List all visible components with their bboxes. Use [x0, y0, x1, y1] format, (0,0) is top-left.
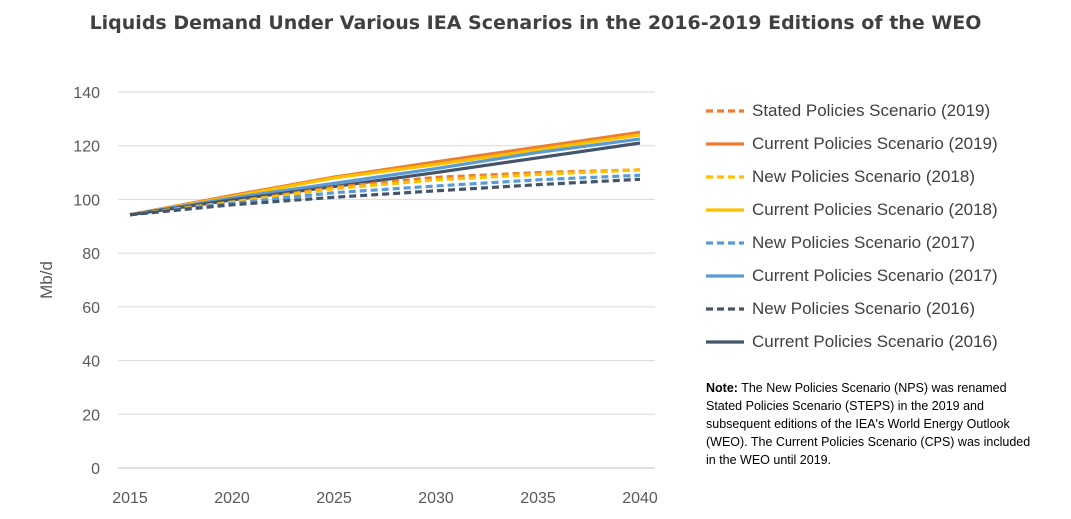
series-line — [129, 173, 641, 217]
legend-label: Current Policies Scenario (2017) — [752, 265, 998, 285]
legend-swatch — [706, 273, 744, 278]
legend-item: Current Policies Scenario (2018) — [704, 193, 1064, 226]
x-tick-label: 2020 — [214, 490, 250, 507]
x-tick-label: 2040 — [622, 490, 658, 507]
y-tick-label: 120 — [73, 139, 100, 156]
chart-title: Liquids Demand Under Various IEA Scenari… — [89, 12, 982, 34]
x-tick-label: 2030 — [418, 490, 454, 507]
legend-swatch — [706, 174, 744, 179]
series-line — [129, 177, 641, 217]
note: Note: The New Policies Scenario (NPS) wa… — [706, 379, 1041, 469]
x-tick-label: 2025 — [316, 490, 352, 507]
y-tick-label: 100 — [73, 192, 100, 209]
note-text: The New Policies Scenario (NPS) was rena… — [706, 381, 1031, 467]
legend-label: Current Policies Scenario (2016) — [752, 331, 998, 351]
legend-swatch — [706, 339, 744, 344]
series-lines — [129, 130, 641, 217]
legend-item: Stated Policies Scenario (2019) — [704, 94, 1064, 127]
y-tick-label: 20 — [82, 407, 100, 424]
legend-item: Current Policies Scenario (2016) — [704, 325, 1064, 358]
y-tick-label: 60 — [82, 300, 100, 317]
legend-swatch — [706, 240, 744, 245]
x-tick-label: 2015 — [112, 490, 148, 507]
legend-label: Stated Policies Scenario (2019) — [752, 100, 991, 120]
legend-label: Current Policies Scenario (2019) — [752, 133, 998, 153]
legend-label: New Policies Scenario (2018) — [752, 166, 975, 186]
series-line — [129, 141, 641, 217]
y-tick-label: 80 — [82, 246, 100, 263]
x-tick-labels: 2015 2020 2025 2030 2035 2040 — [112, 490, 658, 507]
legend-swatch — [706, 108, 744, 113]
legend-swatch — [706, 306, 744, 311]
legend-swatch — [706, 207, 744, 212]
legend-item: New Policies Scenario (2016) — [704, 292, 1064, 325]
y-tick-label: 0 — [91, 461, 100, 478]
legend-item: Current Policies Scenario (2019) — [704, 127, 1064, 160]
legend-label: New Policies Scenario (2016) — [752, 298, 975, 318]
legend-label: New Policies Scenario (2017) — [752, 232, 975, 252]
y-axis-title: Mb/d — [37, 261, 56, 299]
legend-label: Current Policies Scenario (2018) — [752, 199, 998, 219]
x-tick-label: 2035 — [520, 490, 556, 507]
legend-item: Current Policies Scenario (2017) — [704, 259, 1064, 292]
legend-item: New Policies Scenario (2018) — [704, 160, 1064, 193]
legend: Stated Policies Scenario (2019) Current P… — [704, 94, 1064, 358]
y-tick-label: 140 — [73, 85, 100, 102]
note-label: Note: — [706, 381, 738, 395]
legend-swatch — [706, 141, 744, 146]
y-tick-labels: 0 20 40 60 80 100 120 140 — [73, 85, 100, 478]
series-line — [129, 168, 641, 217]
y-tick-label: 40 — [82, 354, 100, 371]
series-line — [129, 168, 641, 217]
legend-item: New Policies Scenario (2017) — [704, 226, 1064, 259]
